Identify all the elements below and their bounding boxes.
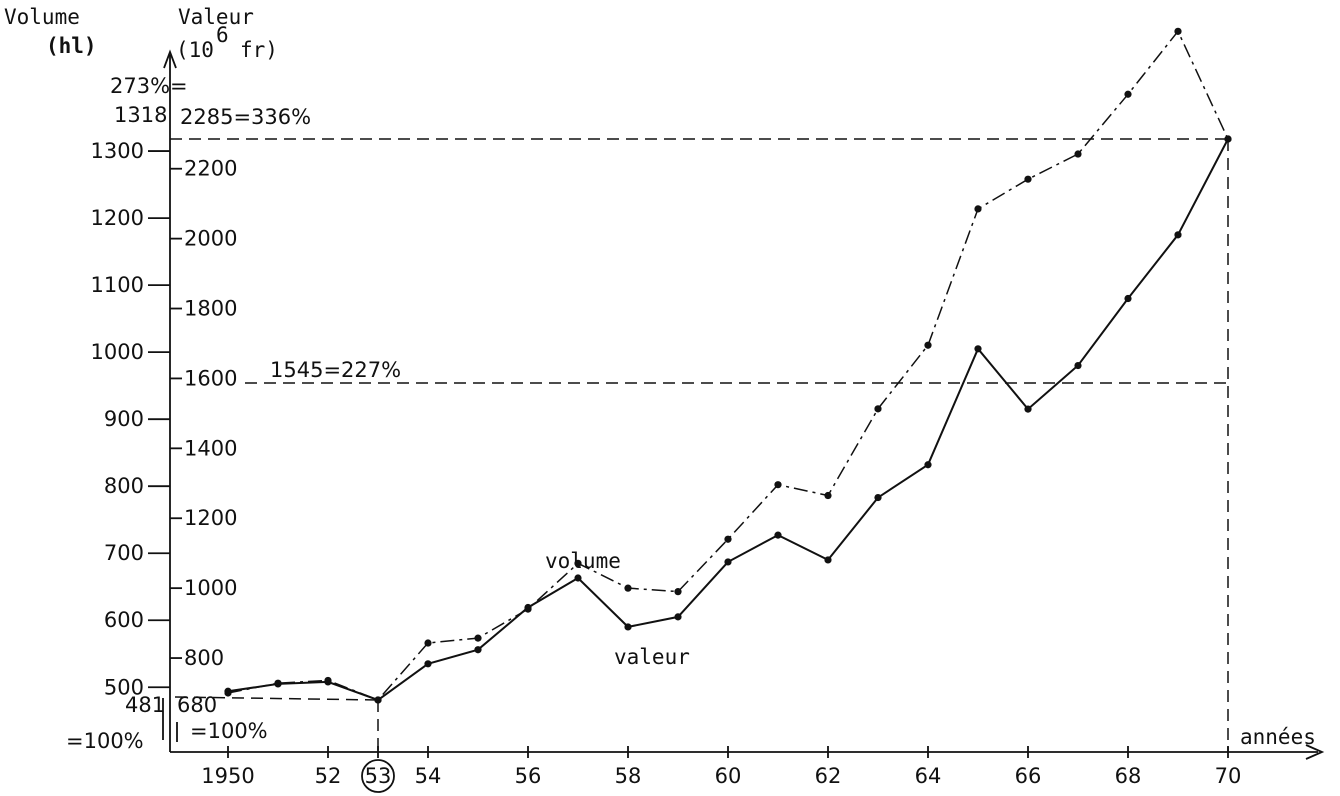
data-point-valeur	[1074, 150, 1082, 158]
y-right-tick-label: 1000	[184, 576, 237, 600]
data-point-valeur	[374, 696, 382, 704]
x-tick-label: 56	[515, 764, 542, 788]
data-point-volume	[774, 531, 782, 539]
data-point-valeur	[774, 481, 782, 489]
y-right-tick-label: 1800	[184, 297, 237, 321]
y-right-label-line2: (10	[176, 38, 214, 62]
y-left-tick-label: 600	[104, 608, 144, 632]
data-point-valeur	[724, 535, 732, 543]
annotation-mid: 1545=227%	[270, 358, 401, 382]
y-left-tick-label: 1300	[91, 139, 144, 163]
data-point-valeur	[674, 588, 682, 596]
y-left-tick-label: 1000	[91, 340, 144, 364]
annotation-base-right-b: =100%	[190, 719, 268, 743]
x-ticks: 1950 52 53 54 56 58 60 62 64 66 68 70	[201, 746, 1242, 793]
data-point-valeur	[224, 689, 232, 697]
data-point-valeur	[974, 205, 982, 213]
annotation-top-left-b: 1318	[114, 103, 167, 127]
data-point-volume	[1024, 405, 1032, 413]
y-right-label-line1: Valeur	[178, 5, 254, 29]
y-left-tick-label: 500	[104, 675, 144, 699]
data-point-volume	[924, 461, 932, 469]
data-point-valeur	[924, 341, 932, 349]
y-right-label-sup: 6	[216, 23, 229, 47]
data-point-volume	[1174, 231, 1182, 239]
data-point-volume	[824, 556, 832, 564]
y-right-tick-label: 2000	[184, 227, 237, 251]
x-axis-label: années	[1240, 725, 1316, 749]
y-left-label-line2: (hl)	[46, 34, 97, 58]
data-point-valeur	[1024, 175, 1032, 183]
y-right-label-unit: fr)	[240, 38, 278, 62]
x-tick-label: 58	[615, 764, 642, 788]
ref-line-base	[174, 696, 379, 701]
x-tick-label: 64	[915, 764, 942, 788]
data-point-volume	[674, 613, 682, 621]
data-point-valeur	[574, 559, 582, 567]
y-right-tick-label: 1200	[184, 506, 237, 530]
data-point-volume	[1074, 361, 1082, 370]
data-point-valeur	[824, 491, 832, 500]
y-left-tick-label: 800	[104, 474, 144, 498]
annotation-top-left-a: 273%=	[110, 74, 188, 98]
y-right-tick-label: 2200	[184, 157, 237, 181]
series-label-volume: volume	[545, 549, 621, 573]
data-point-valeur	[474, 634, 482, 642]
data-point-valeur	[1124, 90, 1132, 98]
data-point-valeur	[874, 405, 882, 413]
x-tick-label: 53	[365, 764, 392, 788]
series-line-volume	[227, 138, 1229, 702]
annotation-base-left-b: =100%	[66, 729, 144, 753]
y-left-tick-label: 700	[104, 541, 144, 565]
data-point-valeur	[324, 676, 332, 685]
data-point-valeur	[624, 584, 632, 592]
y-right-tick-label: 800	[184, 646, 224, 670]
x-tick-label: 62	[815, 764, 842, 788]
annotation-top-right: 2285=336%	[180, 105, 311, 129]
data-point-valeur	[1224, 135, 1232, 143]
y-left-tick-label: 1200	[91, 206, 144, 230]
y-left-label-line1: Volume	[4, 5, 80, 29]
y-axis-arrow	[163, 49, 177, 69]
data-point-volume	[1124, 294, 1132, 303]
y-ticks: 500 600 700 800 900 1000 1100 1200 1300 800 1000 12…	[91, 139, 238, 699]
annotation-base-left-a: 481	[125, 693, 165, 717]
data-point-valeur	[1174, 27, 1182, 35]
data-point-volume	[424, 660, 432, 668]
series-group	[224, 27, 1232, 704]
data-point-volume	[724, 558, 732, 566]
data-point-valeur	[524, 605, 532, 613]
x-tick-label: 52	[315, 764, 342, 788]
y-right-tick-label: 1400	[184, 436, 237, 460]
y-left-tick-label: 1100	[91, 273, 144, 297]
x-tick-label: 68	[1115, 764, 1142, 788]
x-tick-label: 54	[415, 764, 442, 788]
data-point-volume	[974, 345, 982, 353]
x-tick-label: 1950	[201, 764, 254, 788]
x-tick-label: 66	[1015, 764, 1042, 788]
x-tick-circle	[361, 759, 395, 793]
y-left-tick-label: 900	[104, 407, 144, 431]
x-tick-label: 60	[715, 764, 742, 788]
x-axis-arrow	[1305, 744, 1325, 760]
x-tick-label: 70	[1215, 764, 1242, 788]
series-label-valeur: valeur	[614, 645, 690, 669]
y-right-tick-label: 1600	[184, 366, 237, 390]
data-point-volume	[574, 574, 582, 582]
data-point-volume	[874, 493, 882, 502]
data-point-volume	[474, 646, 482, 654]
data-point-valeur	[424, 639, 432, 647]
data-point-valeur	[274, 679, 282, 687]
data-point-volume	[624, 623, 632, 631]
